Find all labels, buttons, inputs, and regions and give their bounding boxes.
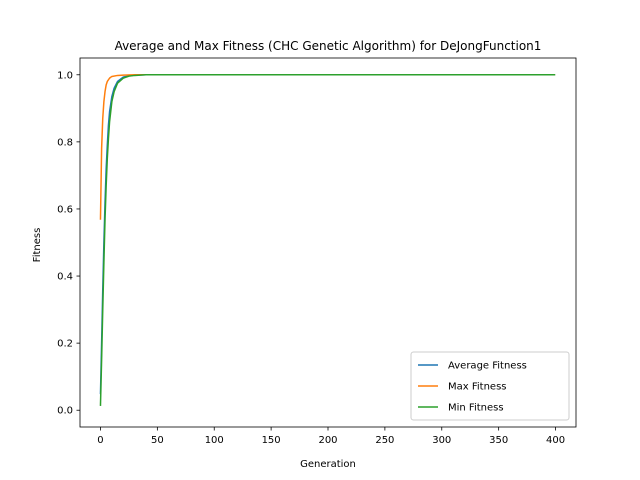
axes-layer: 0 50 100 150 200 250 300 350 400 0.0 0.2 0.4 0.6 0.8 1… (57, 57, 577, 446)
y-tick-label: 0.2 (57, 339, 73, 350)
y-tick-label: 0.4 (57, 272, 73, 283)
x-tick-label: 300 (432, 435, 451, 446)
x-tick-label: 250 (375, 435, 394, 446)
series-line-min-fitness (99, 74, 556, 406)
x-tick-label: 400 (546, 435, 565, 446)
x-tick-label: 50 (151, 435, 164, 446)
series-layer (99, 74, 556, 406)
y-tick-label: 1.0 (57, 70, 73, 81)
x-tick-label: 100 (205, 435, 224, 446)
y-tick-label: 0.0 (57, 406, 73, 417)
legend-label-max-fitness: Max Fitness (448, 382, 507, 393)
x-tick-label: 150 (262, 435, 281, 446)
x-axis-title: Generation (300, 459, 356, 470)
x-tick-label: 200 (318, 435, 337, 446)
x-tick-label: 0 (97, 435, 103, 446)
y-tick-label: 0.6 (57, 204, 73, 215)
y-axis-title: Fitness (32, 228, 43, 263)
legend-box (410, 351, 570, 421)
legend-label-average-fitness: Average Fitness (448, 361, 527, 372)
legend-label-min-fitness: Min Fitness (448, 403, 504, 414)
y-tick-label: 0.8 (57, 137, 73, 148)
legend: Average Fitness Max Fitness Min Fitness (410, 351, 570, 421)
x-tick-label: 350 (489, 435, 508, 446)
chart-title: Average and Max Fitness (CHC Genetic Alg… (115, 39, 542, 53)
